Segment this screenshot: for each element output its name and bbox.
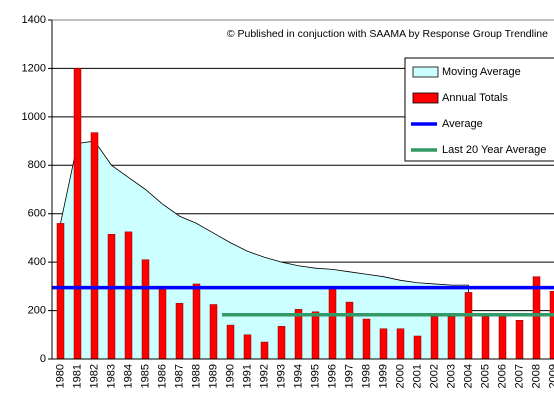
annotation: © Published in conjuction with SAAMA by … (227, 28, 548, 40)
bar (430, 316, 439, 360)
x-tick-label: 1999 (377, 364, 389, 388)
legend-label: Last 20 Year Average (442, 144, 546, 156)
bar (192, 283, 201, 360)
x-tick-label: 2006 (496, 364, 508, 388)
x-tick-label: 1994 (292, 364, 304, 388)
x-tick-label: 2008 (530, 364, 542, 388)
y-tick-label: 1200 (22, 62, 46, 74)
legend-swatch (412, 66, 439, 78)
x-tick-label: 2004 (462, 364, 474, 388)
bar (549, 290, 554, 360)
legend: Moving Average Annual Totals Average Last 2… (404, 57, 554, 162)
bar (243, 334, 252, 360)
x-tick-label: 1985 (139, 364, 151, 388)
bar (447, 316, 456, 360)
y-tick-label: 400 (28, 256, 46, 268)
x-tick-label: 1987 (173, 364, 185, 388)
bar (498, 316, 507, 360)
x-tick-label: 1989 (207, 364, 219, 388)
bar (277, 326, 286, 360)
x-tick-label: 1990 (224, 364, 236, 388)
x-tick-label: 1998 (360, 364, 372, 388)
x-tick-label: 2001 (411, 364, 423, 388)
y-tick-label: 0 (40, 353, 46, 365)
x-tick-label: 1981 (71, 364, 83, 388)
bar (141, 259, 150, 360)
x-tick-label: 1991 (241, 364, 253, 388)
x-tick-label: 1988 (190, 364, 202, 388)
x-tick-label: 1980 (54, 364, 66, 388)
x-tick-label: 1995 (309, 364, 321, 388)
bar (209, 304, 218, 360)
bar (73, 68, 82, 360)
bar (311, 311, 320, 360)
x-tick-label: 1993 (275, 364, 287, 388)
x-tick-label: 1996 (326, 364, 338, 388)
x-tick-label: 1997 (343, 364, 355, 388)
bar (379, 328, 388, 360)
bar (515, 320, 524, 360)
x-tick-label: 2007 (513, 364, 525, 388)
legend-swatch (412, 92, 439, 104)
bar (362, 318, 371, 360)
x-tick-label: 1992 (258, 364, 270, 388)
y-tick-label: 600 (28, 208, 46, 220)
bar (345, 301, 354, 360)
x-tick-label: 2002 (428, 364, 440, 388)
x-tick-label: 2009 (547, 364, 554, 388)
x-tick-label: 2005 (479, 364, 491, 388)
x-tick-label: 1984 (122, 364, 134, 388)
bar (481, 316, 490, 360)
y-tick-label: 200 (28, 304, 46, 316)
bar (328, 288, 337, 360)
bar (260, 341, 269, 360)
x-tick-label: 1982 (88, 364, 100, 388)
bar (294, 309, 303, 360)
bar (158, 288, 167, 360)
bar (226, 324, 235, 360)
bar (396, 328, 405, 360)
x-tick-label: 2000 (394, 364, 406, 388)
y-tick-label: 1000 (22, 111, 46, 123)
legend-label: Moving Average (442, 66, 521, 78)
bar (175, 303, 184, 360)
legend-label: Average (442, 118, 483, 130)
bar (90, 132, 99, 360)
legend-label: Annual Totals (442, 92, 508, 104)
bar (464, 292, 473, 360)
bar (413, 335, 422, 360)
y-tick-label: 800 (28, 159, 46, 171)
y-tick-label: 1400 (22, 14, 46, 26)
x-tick-label: 1983 (105, 364, 117, 388)
bar (56, 223, 65, 360)
x-tick-label: 2003 (445, 364, 457, 388)
x-tick-label: 1986 (156, 364, 168, 388)
bar (107, 234, 116, 360)
bar (124, 231, 133, 360)
